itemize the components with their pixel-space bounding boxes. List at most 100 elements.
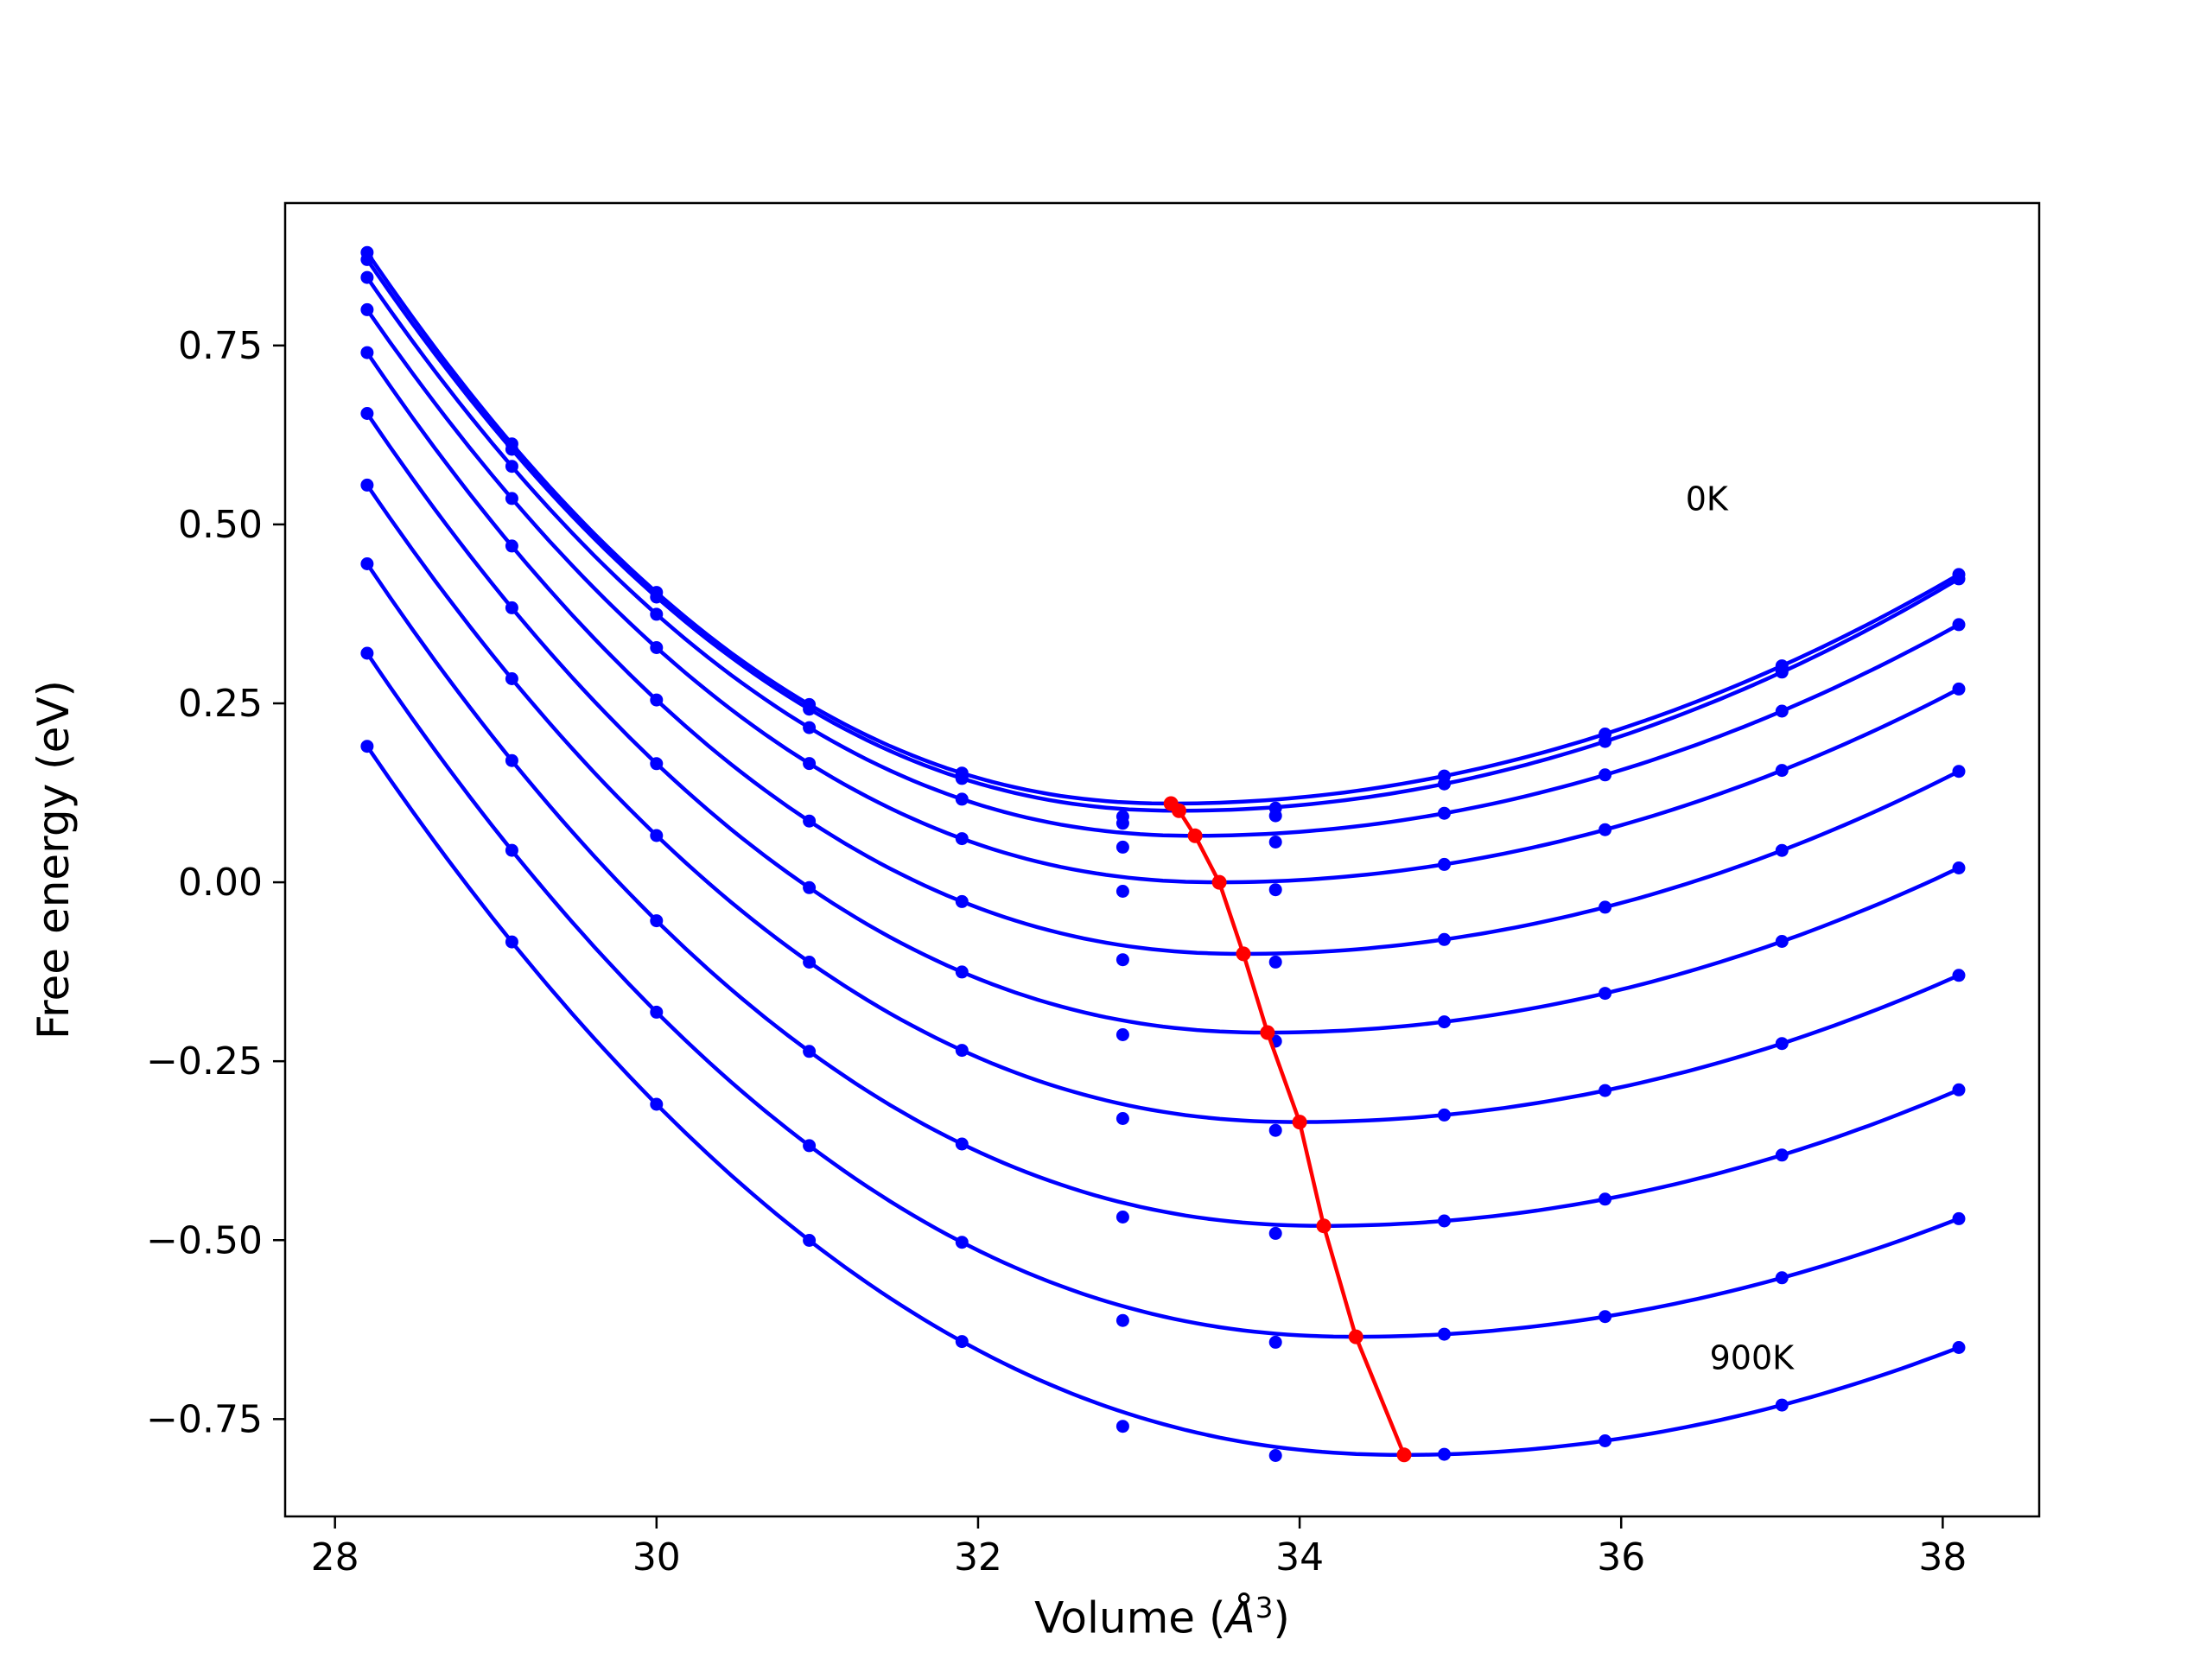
data-point-300K xyxy=(1116,885,1129,898)
data-point-700K xyxy=(1268,1226,1282,1240)
data-point-600K xyxy=(803,956,817,969)
data-point-100K xyxy=(360,252,374,266)
data-point-800K xyxy=(803,1139,817,1153)
free-energy-curve-400K xyxy=(365,350,1961,957)
data-point-400K xyxy=(1952,765,1966,779)
data-point-400K xyxy=(1116,953,1129,967)
data-point-100K xyxy=(803,702,817,716)
data-point-500K xyxy=(1775,935,1789,948)
data-point-300K xyxy=(955,832,969,846)
data-point-800K xyxy=(1116,1313,1129,1327)
data-point-200K xyxy=(1268,836,1282,849)
data-point-300K xyxy=(1775,764,1789,778)
free-energy-curve-500K xyxy=(365,411,1961,1035)
data-point-100K xyxy=(650,590,664,604)
data-point-200K xyxy=(803,721,817,734)
x-axis-label-suffix: ) xyxy=(1273,1592,1290,1643)
y-tick-label: 0.25 xyxy=(178,682,263,726)
data-point-600K xyxy=(1268,1123,1282,1137)
data-point-800K xyxy=(1438,1327,1451,1341)
data-point-100K xyxy=(1438,777,1451,791)
data-point-800K xyxy=(650,1005,664,1019)
free-energy-curve-600K xyxy=(365,483,1961,1124)
data-point-500K xyxy=(1599,987,1612,1001)
data-point-200K xyxy=(1438,806,1451,820)
angstrom-symbol: Å xyxy=(1225,1592,1255,1643)
data-point-700K xyxy=(1775,1148,1789,1162)
data-point-700K xyxy=(505,753,518,767)
data-point-400K xyxy=(505,539,518,553)
data-point-900K xyxy=(955,1335,969,1349)
y-axis-label: Free energy (eV) xyxy=(29,679,79,1040)
data-point-900K xyxy=(505,935,518,949)
x-axis-label-text: Volume ( xyxy=(1034,1592,1226,1643)
data-point-600K xyxy=(650,829,664,842)
data-point-300K xyxy=(1438,857,1451,871)
y-tick-label: −0.50 xyxy=(146,1218,263,1262)
data-point-300K xyxy=(360,302,374,316)
data-point-300K xyxy=(1599,823,1612,836)
data-point-300K xyxy=(650,641,664,654)
equilibrium-point xyxy=(1236,946,1251,962)
y-tick-label: −0.75 xyxy=(146,1397,263,1441)
data-point-600K xyxy=(1116,1112,1129,1125)
equilibrium-point xyxy=(1316,1218,1332,1234)
x-tick-label: 36 xyxy=(1597,1535,1645,1580)
data-point-200K xyxy=(1775,704,1789,718)
data-point-300K xyxy=(803,757,817,771)
equilibrium-point xyxy=(1348,1329,1363,1344)
y-tick-label: 0.75 xyxy=(178,324,263,368)
data-point-100K xyxy=(1952,572,1966,586)
plot-box xyxy=(283,201,2041,1518)
equilibrium-point xyxy=(1292,1115,1307,1130)
data-point-500K xyxy=(505,601,518,614)
data-point-700K xyxy=(1116,1211,1129,1224)
data-point-800K xyxy=(1775,1271,1789,1285)
data-point-900K xyxy=(360,740,374,753)
x-tick-label: 32 xyxy=(954,1535,1002,1580)
annotation-0K: 0K xyxy=(1686,480,1729,518)
y-tick-label: 0.50 xyxy=(178,503,263,547)
free-energy-curve-700K xyxy=(365,562,1961,1228)
data-point-700K xyxy=(803,1045,817,1058)
data-point-700K xyxy=(1438,1214,1451,1228)
equilibrium-point xyxy=(1211,874,1227,890)
x-tick-label: 28 xyxy=(311,1535,359,1580)
data-point-600K xyxy=(360,478,374,492)
data-point-800K xyxy=(1952,1211,1966,1225)
free-energy-curve-900K xyxy=(365,744,1961,1458)
data-point-700K xyxy=(1599,1192,1612,1206)
data-point-400K xyxy=(360,346,374,359)
free-energy-curve-100K xyxy=(365,257,1961,813)
data-point-200K xyxy=(1599,768,1612,782)
data-point-500K xyxy=(803,880,817,894)
data-point-400K xyxy=(1438,932,1451,946)
data-point-900K xyxy=(1599,1434,1612,1447)
data-point-400K xyxy=(803,814,817,828)
data-point-800K xyxy=(1599,1310,1612,1324)
data-point-100K xyxy=(1599,734,1612,748)
annotation-900K: 900K xyxy=(1710,1338,1796,1376)
data-point-900K xyxy=(1268,1449,1282,1462)
data-point-700K xyxy=(955,1137,969,1151)
data-point-100K xyxy=(955,772,969,785)
free-energy-curve-800K xyxy=(365,651,1961,1339)
data-point-900K xyxy=(1952,1341,1966,1354)
data-point-200K xyxy=(1116,840,1129,854)
data-point-700K xyxy=(360,557,374,570)
data-point-300K xyxy=(1268,883,1282,897)
y-tick-label: −0.25 xyxy=(146,1039,263,1084)
data-point-300K xyxy=(505,492,518,505)
data-point-300K xyxy=(1952,682,1966,696)
free-energy-curve-0K xyxy=(365,250,1961,806)
data-point-900K xyxy=(1116,1420,1129,1433)
data-point-500K xyxy=(1116,1028,1129,1041)
data-point-500K xyxy=(955,965,969,979)
equilibrium-point xyxy=(1172,803,1186,818)
data-point-700K xyxy=(650,914,664,928)
equilibrium-volume-path xyxy=(1168,801,1407,1458)
data-point-500K xyxy=(650,757,664,771)
data-point-900K xyxy=(1775,1398,1789,1412)
data-point-900K xyxy=(1438,1447,1451,1461)
